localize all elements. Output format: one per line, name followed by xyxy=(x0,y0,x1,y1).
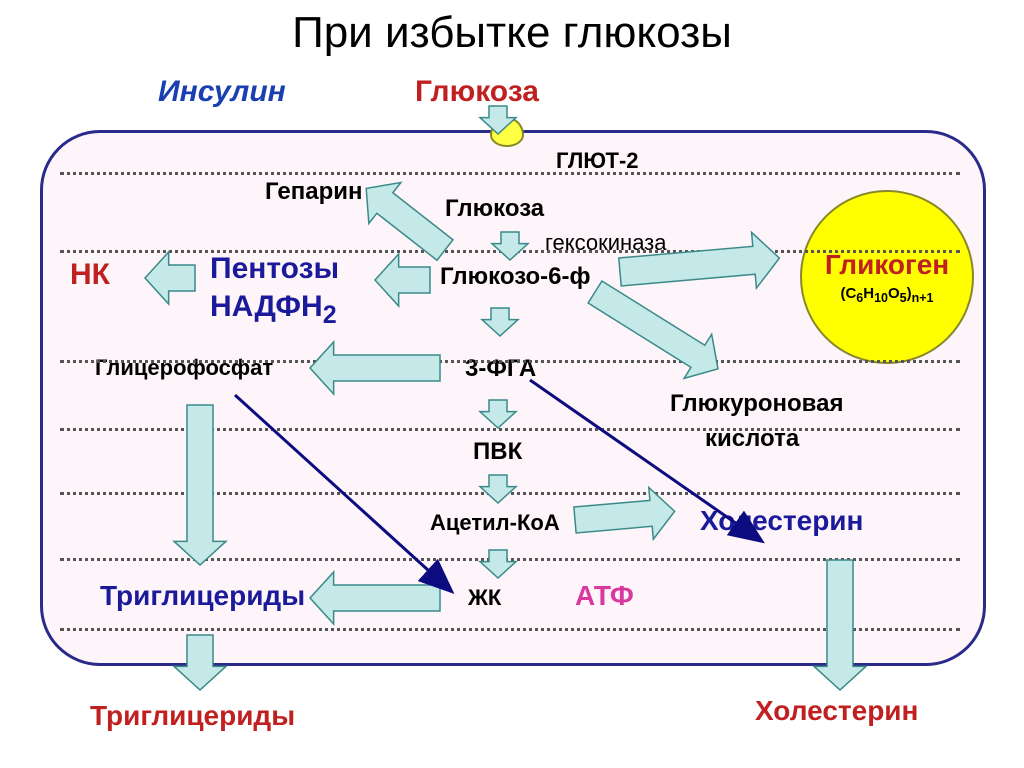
pvk-label: ПВК xyxy=(473,438,522,466)
cholesterol-in-label: Холестерин xyxy=(700,505,863,537)
acetyl-label: Ацетил-КоА xyxy=(430,510,560,536)
dots-row xyxy=(60,428,960,433)
dots-row xyxy=(60,250,960,255)
nk-label: НК xyxy=(70,258,110,292)
glut-marker-icon xyxy=(490,117,524,147)
dots-row xyxy=(60,360,960,365)
atp-label: АТФ xyxy=(575,580,634,612)
dots-row xyxy=(60,628,960,633)
fa-label: ЖК xyxy=(468,585,501,611)
glut-label: ГЛЮТ-2 xyxy=(556,148,639,174)
glycerophosphate-label: Глицерофосфат xyxy=(95,355,273,381)
dots-row xyxy=(60,558,960,563)
triglycerides-out-label: Триглицериды xyxy=(90,700,295,732)
insulin-label: Инсулин xyxy=(158,75,286,109)
dots-row xyxy=(60,172,960,177)
heparin-label: Гепарин xyxy=(265,178,363,206)
glucose-top-label: Глюкоза xyxy=(415,75,539,109)
dots-row xyxy=(60,492,960,497)
triglycerides-in-label: Триглицериды xyxy=(100,580,305,612)
glycogen-circle: Гликоген (С6Н10О5)n+1 xyxy=(800,190,974,364)
glucuronic-label-1: Глюкуроновая xyxy=(670,390,843,418)
pentose-label: Пентозы xyxy=(210,252,339,286)
glycogen-formula: (С6Н10О5)n+1 xyxy=(840,285,933,305)
cholesterol-out-label: Холестерин xyxy=(755,695,918,727)
nadph-label: НАДФН2 xyxy=(210,290,337,330)
glucose-in-label: Глюкоза xyxy=(445,195,544,223)
page-title: При избытке глюкозы xyxy=(0,8,1024,58)
g6p-label: Глюкозо-6-ф xyxy=(440,263,591,291)
